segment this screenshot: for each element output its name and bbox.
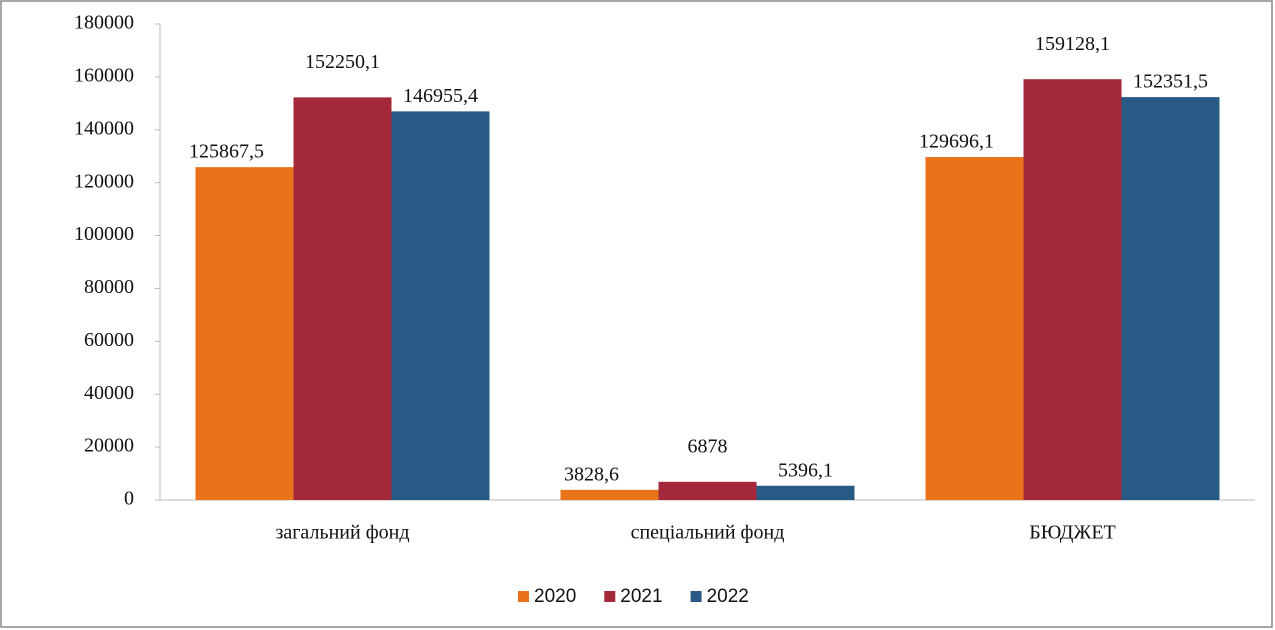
value-label: 5396,1	[778, 459, 833, 481]
x-tick-label: загальний фонд	[275, 522, 409, 544]
bar	[1023, 79, 1122, 500]
y-tick-label: 140000	[74, 117, 134, 139]
x-tick-label: БЮДЖЕТ	[1029, 522, 1116, 544]
y-tick-label: 120000	[74, 170, 134, 192]
y-tick-label: 80000	[84, 276, 134, 298]
bar	[1121, 97, 1220, 500]
legend-label: 2022	[707, 586, 749, 607]
y-tick-label: 180000	[74, 12, 134, 34]
legend-swatch	[604, 591, 616, 602]
bar	[293, 97, 392, 501]
y-tick-label: 100000	[74, 223, 134, 245]
bar	[391, 111, 490, 500]
value-label: 152250,1	[305, 51, 380, 73]
y-tick-label: 60000	[84, 329, 134, 351]
legend-label: 2021	[620, 586, 662, 607]
value-label: 3828,6	[564, 463, 619, 485]
y-tick-label: 40000	[84, 382, 134, 404]
bar	[925, 157, 1024, 500]
y-tick-label: 20000	[84, 435, 134, 457]
value-label: 125867,5	[189, 141, 264, 163]
value-label: 146955,4	[403, 85, 478, 107]
bar	[658, 481, 757, 500]
legend-swatch	[518, 591, 529, 602]
legend-swatch	[690, 591, 702, 602]
y-tick-label: 160000	[74, 64, 134, 86]
bar	[195, 167, 294, 500]
value-label: 6878	[688, 435, 728, 457]
value-label: 159128,1	[1035, 33, 1110, 55]
legend-label: 2020	[534, 586, 576, 607]
x-tick-label: спеціальний фонд	[631, 522, 785, 544]
value-label: 152351,5	[1133, 71, 1208, 93]
bar	[560, 489, 659, 500]
bar	[756, 485, 855, 500]
value-label: 129696,1	[919, 131, 994, 153]
y-tick-label: 0	[124, 488, 134, 510]
